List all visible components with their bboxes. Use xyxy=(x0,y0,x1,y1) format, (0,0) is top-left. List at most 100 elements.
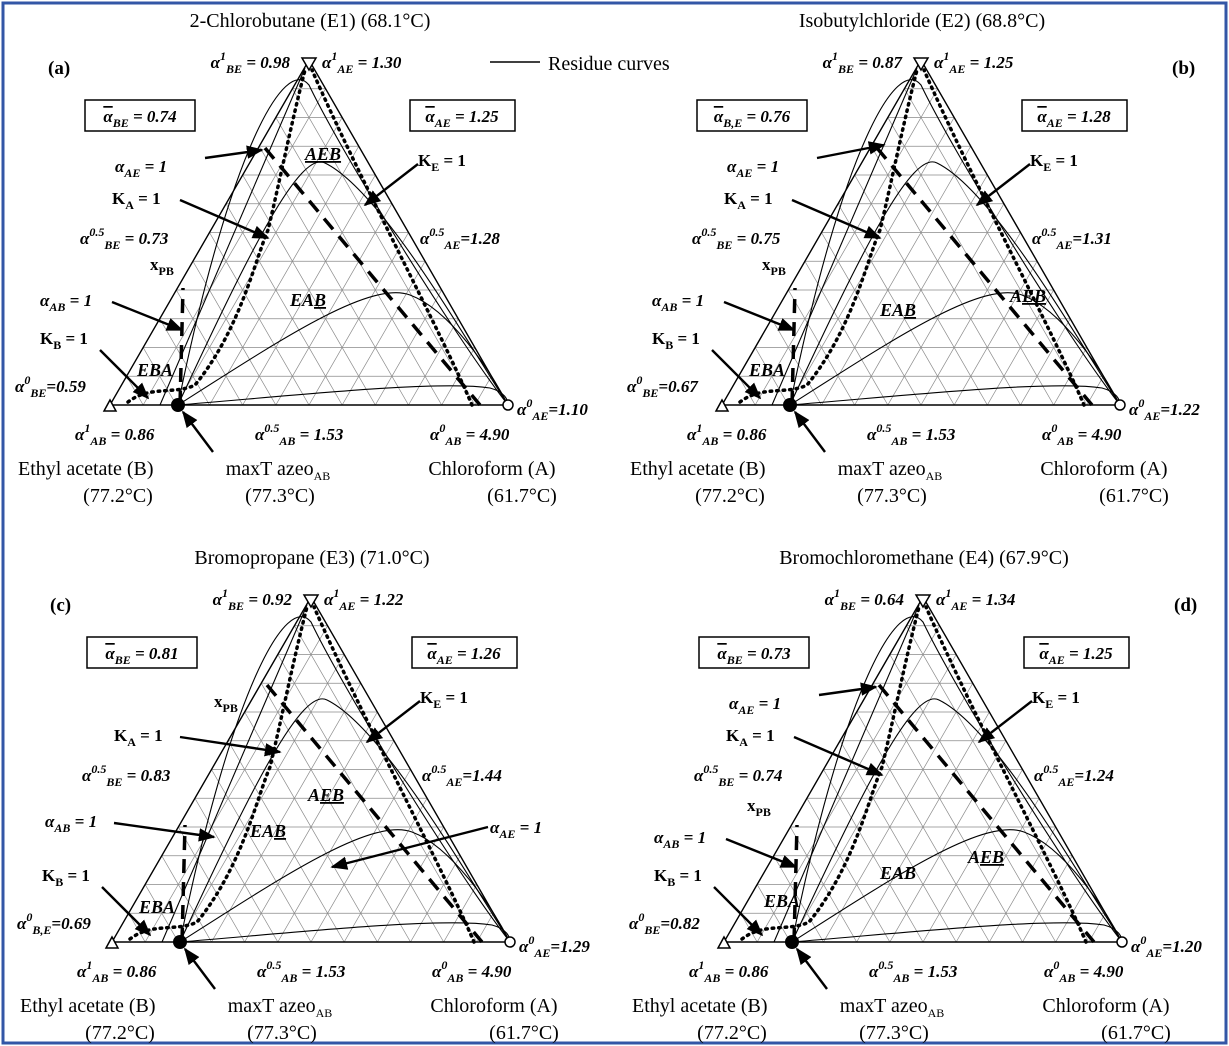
residue-curve xyxy=(789,79,1121,406)
vertex-E xyxy=(914,594,932,609)
arrow xyxy=(793,410,826,453)
panel-letter: (d) xyxy=(1174,595,1197,616)
label-part: 0.5 xyxy=(431,762,446,776)
label-part: BE xyxy=(839,599,856,613)
panel-title: Bromopropane (E3) (71.0°C) xyxy=(194,547,429,569)
grid-line xyxy=(176,289,243,406)
grid-line xyxy=(823,683,974,943)
label-part: EA xyxy=(289,290,314,310)
label-part: α xyxy=(82,766,92,785)
label-part: AE xyxy=(434,116,451,130)
label-part: maxT azeo xyxy=(228,995,316,1017)
grid-line xyxy=(242,174,376,406)
grid-line xyxy=(887,203,1005,406)
ternary-panel: Bromochloromethane (E4) (67.9°C) (d) α1BE … xyxy=(629,547,1202,1044)
label-part: K xyxy=(726,726,740,745)
label-part: AE xyxy=(950,599,967,613)
dotted-boundary xyxy=(922,68,1086,407)
label-part: 0 xyxy=(526,396,532,410)
label: α0AE=1.20 xyxy=(1131,933,1202,960)
label-part: K xyxy=(418,151,432,170)
label-part: =1.44 xyxy=(462,766,501,785)
label: α0AB = 4.90 xyxy=(432,958,512,985)
residue-curve xyxy=(791,698,1123,943)
label-part: AB xyxy=(314,469,331,483)
arrow xyxy=(111,300,184,332)
label-part: =1.31 xyxy=(1072,229,1111,248)
label-part: E xyxy=(1043,160,1051,174)
label: (61.7°C) xyxy=(1101,1022,1171,1044)
arrow xyxy=(791,198,882,240)
label-part: = 1.25 xyxy=(965,53,1013,72)
grid-line xyxy=(260,683,411,943)
label-part: = 1.28 xyxy=(1063,107,1111,126)
grid-line xyxy=(225,203,343,406)
label-part: maxT azeo xyxy=(840,995,928,1017)
grid-line xyxy=(987,289,1054,406)
label-part: α xyxy=(17,914,27,933)
label-part: =1.10 xyxy=(548,400,588,419)
label-part: 1 xyxy=(86,958,92,972)
label-part: (77.2°C) xyxy=(697,1022,767,1044)
dotted-boundary xyxy=(312,605,476,944)
label-part: EB xyxy=(1021,286,1046,306)
label-part: = 1 xyxy=(61,329,88,348)
label-part: α xyxy=(1037,107,1047,126)
label-part: = 0.81 xyxy=(131,644,179,663)
label: α0BE=0.82 xyxy=(629,910,700,937)
label-part: α xyxy=(257,962,267,981)
vertex-B xyxy=(104,935,120,949)
label-part: = 0.87 xyxy=(854,53,903,72)
residue-curve xyxy=(789,292,1121,406)
label-part: = 1 xyxy=(441,688,468,707)
vertex-E xyxy=(300,57,318,72)
triangle xyxy=(720,58,1122,406)
label: α1BE = 0.64 xyxy=(825,586,904,613)
label: Chloroform (A) xyxy=(430,995,557,1017)
label: α0AB = 4.90 xyxy=(430,421,510,448)
label-part: EBA xyxy=(138,897,175,917)
label-part: AE xyxy=(443,238,460,252)
arrow xyxy=(363,163,419,207)
arrow xyxy=(99,349,150,400)
label-part: α xyxy=(1032,229,1042,248)
label-part: α xyxy=(77,962,87,981)
label-part: = 1.25 xyxy=(1065,644,1113,663)
label-part: A xyxy=(737,198,746,212)
grid-line xyxy=(292,88,476,406)
grid-line xyxy=(904,88,1088,406)
label-part: 0.5 xyxy=(1043,762,1058,776)
label-part: = 1 xyxy=(70,812,97,831)
label-part: 0.5 xyxy=(701,225,716,239)
label: KB = 1 xyxy=(42,866,90,889)
grid-line xyxy=(142,88,326,406)
label-part: AE xyxy=(336,62,353,76)
grid-line xyxy=(806,798,891,943)
label-part: = 1 xyxy=(1053,688,1080,707)
residue-curve xyxy=(179,829,511,943)
dashed-boundary xyxy=(877,683,1096,944)
label-part: AE xyxy=(531,409,548,423)
label-part: α xyxy=(425,107,435,126)
label-part: 0.5 xyxy=(876,421,891,435)
label-part: AB xyxy=(446,971,463,985)
label-part: AE xyxy=(1145,946,1162,960)
label-part: A xyxy=(739,735,748,749)
grid-line xyxy=(754,347,789,406)
label: EBA xyxy=(136,360,173,380)
label-part: (77.2°C) xyxy=(695,485,765,507)
label-part: EA xyxy=(249,821,274,841)
ternary-panel: Isobutylchloride (E2) (68.8°C)(b)α1BE = … xyxy=(627,10,1200,507)
label: xPB xyxy=(150,255,174,278)
residue-curve xyxy=(179,698,511,943)
box xyxy=(1023,636,1130,669)
label: α0BE=0.59 xyxy=(15,373,86,400)
label-part: = 0.74 xyxy=(734,766,782,785)
label: αAB = 1 xyxy=(45,812,97,835)
label-part: AE xyxy=(123,166,140,180)
arrow xyxy=(101,886,152,937)
label-part: (77.3°C) xyxy=(245,485,315,507)
azeotrope xyxy=(785,935,799,949)
legend-label: Residue curves xyxy=(548,53,670,75)
label-part: Ethyl acetate (B) xyxy=(18,458,154,480)
